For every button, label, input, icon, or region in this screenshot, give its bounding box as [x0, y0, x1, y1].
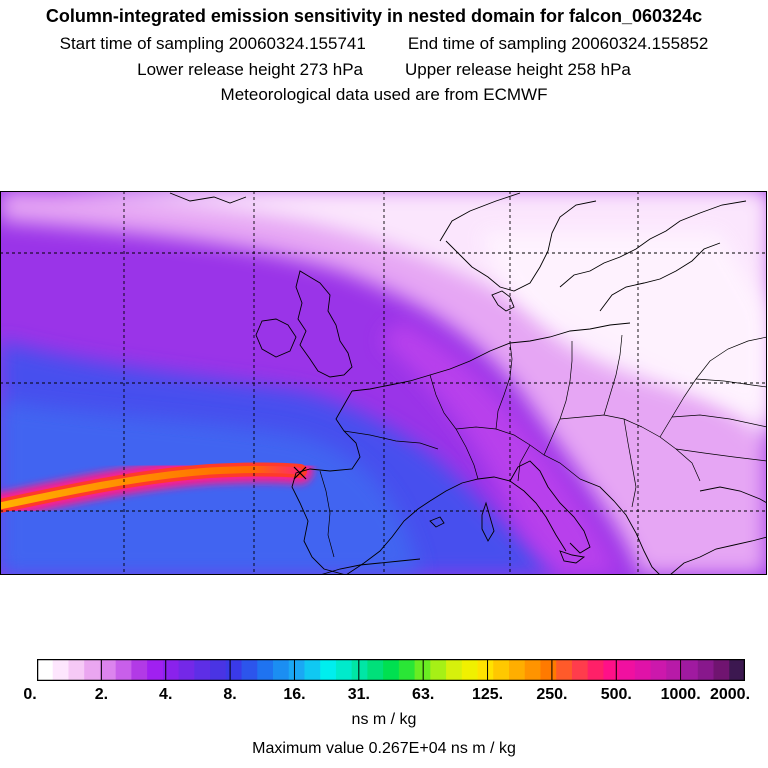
colorbar-swatch: [603, 659, 620, 681]
colorbar-swatch: [587, 659, 604, 681]
colorbar-swatch: [729, 659, 745, 681]
colorbar-swatch: [713, 659, 730, 681]
colorbar-tick-label: 31.: [347, 686, 370, 703]
lower-release-label: Lower release height 273 hPa: [137, 60, 363, 79]
lat-lon-grid: [0, 191, 767, 575]
colorbar-swatch: [68, 659, 85, 681]
plume: [0, 456, 313, 520]
met-data-label: Meteorological data used are from ECMWF: [220, 85, 548, 104]
colorbar-swatch: [650, 659, 667, 681]
end-time-label: End time of sampling 20060324.155852: [407, 34, 709, 53]
country-borders: [319, 334, 767, 558]
colorbar-swatch: [398, 659, 416, 681]
colorbar-swatch: [335, 659, 353, 681]
start-time-label: Start time of sampling 20060324.155741: [59, 34, 366, 53]
colorbar-swatch: [697, 659, 715, 681]
colorbar-swatch: [257, 659, 274, 681]
colorbar-tick-label: 2000.: [709, 686, 751, 703]
upper-release-label: Upper release height 258 hPa: [405, 60, 631, 79]
colorbar-swatch: [540, 659, 557, 681]
colorbar-swatch: [509, 659, 526, 681]
colorbar-swatch: [619, 659, 636, 681]
release-heights-line: Lower release height 273 hPa Upper releas…: [0, 60, 768, 80]
colorbar-tick-label: 63.: [412, 686, 435, 703]
colorbar-frame: [37, 659, 745, 681]
field-white-east: [480, 231, 767, 421]
release-point-marker: [293, 466, 307, 480]
colorbar-swatch: [84, 659, 101, 681]
colorbar-tick-label: 250.: [536, 686, 568, 703]
colorbar-swatch: [225, 659, 243, 681]
colorbar-tick-label: 0.: [23, 686, 37, 703]
colorbar-swatch: [131, 659, 148, 681]
colorbar-swatch: [210, 659, 227, 681]
colorbar-swatch: [320, 659, 337, 681]
field-magenta-band: [380, 321, 620, 575]
colorbar-swatch: [461, 659, 479, 681]
colorbar-swatch: [571, 659, 589, 681]
colorbar-swatch: [367, 659, 384, 681]
colorbar-swatch: [115, 659, 132, 681]
emission-sensitivity-map: [0, 191, 767, 575]
colorbar-swatch: [351, 659, 368, 681]
colorbar-tick-label: 2.: [94, 686, 109, 703]
colorbar-swatch: [682, 659, 699, 681]
colorbar-swatch: [524, 659, 542, 681]
sampling-times-line: Start time of sampling 20060324.155741 En…: [0, 34, 768, 54]
colorbar-swatch: [194, 659, 211, 681]
plot-title: Column-integrated emission sensitivity i…: [45, 6, 703, 26]
colorbar-swatch: [147, 659, 164, 681]
colorbar-tick-label: 8.: [223, 686, 237, 703]
colorbar-tick-label: 4.: [159, 686, 173, 703]
colorbar-tick-label: 1000.: [660, 686, 701, 703]
colorbar-swatch: [241, 659, 258, 681]
colorbar-swatch: [288, 659, 306, 681]
colorbar-tick-label: 125.: [471, 686, 504, 703]
colorbar-unit-label: ns m / kg: [351, 711, 417, 728]
colorbar-swatch: [52, 659, 70, 681]
colorbar-swatch: [273, 659, 290, 681]
colorbar-swatch: [477, 659, 494, 681]
colorbar-swatch: [666, 659, 683, 681]
colorbar-swatch: [446, 659, 463, 681]
colorbar-swatch: [383, 659, 400, 681]
colorbar-tick-label: 500.: [600, 686, 632, 703]
coastlines: [169, 192, 767, 575]
colorbar: [37, 659, 745, 681]
colorbar-swatch: [634, 659, 652, 681]
field-light-blue: [0, 401, 420, 575]
colorbar-swatch: [178, 659, 195, 681]
colorbar-swatch: [304, 659, 321, 681]
colorbar-swatch: [493, 659, 510, 681]
colorbar-swatch: [556, 659, 573, 681]
colorbar-swatch: [99, 659, 117, 681]
colorbar-swatch: [430, 659, 447, 681]
colorbar-swatch: [162, 659, 180, 681]
map-frame: [0, 191, 767, 575]
maximum-value-label: Maximum value 0.267E+04 ns m / kg: [252, 740, 516, 757]
colorbar-tick-label: 16.: [283, 686, 306, 703]
colorbar-swatch: [37, 659, 54, 681]
